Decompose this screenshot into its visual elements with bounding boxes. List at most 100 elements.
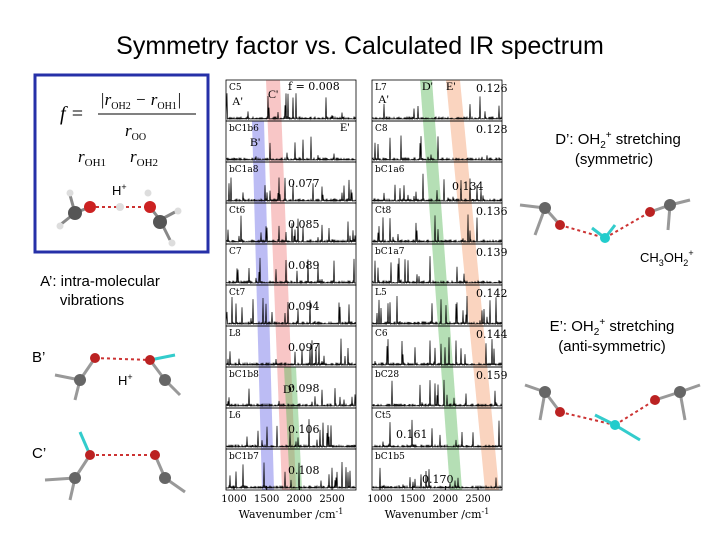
r-oh2-label: rOH2: [130, 147, 158, 169]
panel-name: bC1a6: [375, 165, 405, 175]
spectrum-line: [225, 388, 356, 408]
axis-title-part: Wavenumber /cm: [385, 508, 482, 521]
band-label: E': [340, 120, 350, 134]
note-sub: 2: [600, 140, 606, 151]
formula-sub: OO: [132, 132, 146, 143]
spectrum-line: [371, 135, 502, 162]
panel-name: C7: [229, 247, 242, 257]
label-sub: OH2: [137, 157, 158, 169]
band-label: A': [232, 94, 243, 108]
note-sub: 2: [594, 327, 600, 338]
panel-value: 0.097: [288, 341, 320, 354]
panel-value: 0.142: [476, 287, 508, 300]
slide-title: Symmetry factor vs. Calculated IR spectr…: [116, 32, 604, 60]
panel-name: L8: [229, 329, 241, 339]
axis-title: Wavenumber /cm-1: [239, 507, 344, 521]
panel-value: 0.106: [288, 423, 320, 436]
panel-name: C6: [375, 329, 388, 339]
panel-value: f = 0.008: [288, 80, 340, 93]
note-part: OH: [664, 250, 684, 265]
panel-value: 0.128: [476, 123, 508, 136]
panel-name: bC1b6: [229, 124, 259, 134]
spectrum-line: [371, 214, 502, 244]
spectrum-line: [225, 461, 356, 490]
panel-name: bC1b7: [229, 452, 259, 462]
h-plus-label: H+: [112, 182, 127, 198]
axis-tick-label: 2500: [465, 494, 490, 505]
spectrum-line: [225, 419, 356, 449]
axis-tick-label: 1500: [400, 494, 425, 505]
panel-frame: [371, 448, 503, 491]
panel-name: C8: [375, 124, 388, 134]
panel-value: 0.134: [452, 180, 484, 193]
panel-value: 0.170: [422, 473, 454, 486]
note-sub: 2: [683, 258, 688, 268]
spectrum-line: [371, 296, 502, 326]
spectrum-line: [371, 337, 502, 367]
note-part: stretching: [612, 131, 681, 148]
molecule-drawing: [56, 189, 182, 247]
band-label: D': [283, 382, 294, 396]
note-cation: CH3OH2+: [640, 248, 694, 268]
note-part: H: [118, 373, 127, 388]
panel-value: 0.161: [396, 428, 428, 441]
note-h-plus: H+: [118, 372, 133, 388]
formula-part: r: [125, 121, 132, 140]
panel-value: 0.098: [288, 382, 320, 395]
panel-name: bC1a8: [229, 165, 259, 175]
panel-value: 0.108: [288, 464, 320, 477]
band-label: C': [268, 87, 278, 101]
spectrum-line: [225, 136, 356, 162]
note-d-prime: D’: OH2+ stretching: [555, 130, 681, 151]
axis-tick-label: 2500: [319, 494, 344, 505]
spectrum-line: [225, 177, 356, 203]
band-label: E': [446, 79, 456, 93]
panel-value: 0.144: [476, 328, 508, 341]
note-sup: +: [688, 248, 693, 258]
label-sup: +: [121, 182, 126, 192]
formula-sub: OH1: [157, 101, 176, 112]
formula-numerator: |rOH2 − rOH1|: [100, 90, 181, 112]
molecule-b: [54, 353, 182, 401]
band-label: A': [378, 92, 389, 106]
molecule-e: [524, 383, 701, 442]
spectrum-line: [371, 173, 502, 203]
formula-denominator: rOO: [125, 121, 146, 143]
panel-name: bC1b8: [229, 370, 259, 380]
note-part: stretching: [605, 318, 674, 335]
note-c-prime: C’: [32, 445, 46, 462]
note-part: E’: OH: [550, 318, 594, 335]
note-sup: +: [606, 130, 612, 141]
panel-name: bC1b5: [375, 452, 405, 462]
panel-value: 0.077: [288, 177, 320, 190]
spectra-figure: C5 f = 0.008 A' C' bC1b6 E' B' bC1a8 0.077 Ct6 0.0…: [221, 79, 507, 521]
axis-title: Wavenumber /cm-1: [385, 507, 490, 521]
panel-value: 0.094: [288, 300, 320, 313]
note-part: D’: OH: [555, 131, 600, 148]
note-sub: 3: [659, 258, 664, 268]
molecule-d: [519, 198, 691, 243]
axis-title-sup: -1: [482, 507, 490, 516]
spectrum-line: [225, 215, 356, 244]
panel-frame: [225, 448, 357, 491]
note-a-prime: vibrations: [60, 292, 124, 309]
note-sup: +: [127, 372, 132, 382]
spectrum-line: [225, 257, 356, 285]
label-part: r: [78, 147, 85, 166]
panel-name: L6: [229, 411, 241, 421]
spectrum-line: [371, 256, 502, 285]
panel-name: Ct7: [229, 288, 246, 298]
note-b-prime: B’: [32, 349, 45, 366]
panel-name: Ct8: [375, 206, 392, 216]
axis-tick-label: 1000: [367, 494, 392, 505]
band-label: B': [250, 135, 260, 149]
formula-part: − r: [131, 90, 158, 109]
axis-title-part: Wavenumber /cm: [239, 508, 336, 521]
note-d-prime: (symmetric): [575, 151, 653, 168]
axis-tick-label: 2000: [433, 494, 458, 505]
label-part: r: [130, 147, 137, 166]
formula-part: |: [177, 90, 182, 109]
spectrum-line: [371, 419, 502, 449]
spectrum-line: [225, 93, 356, 121]
